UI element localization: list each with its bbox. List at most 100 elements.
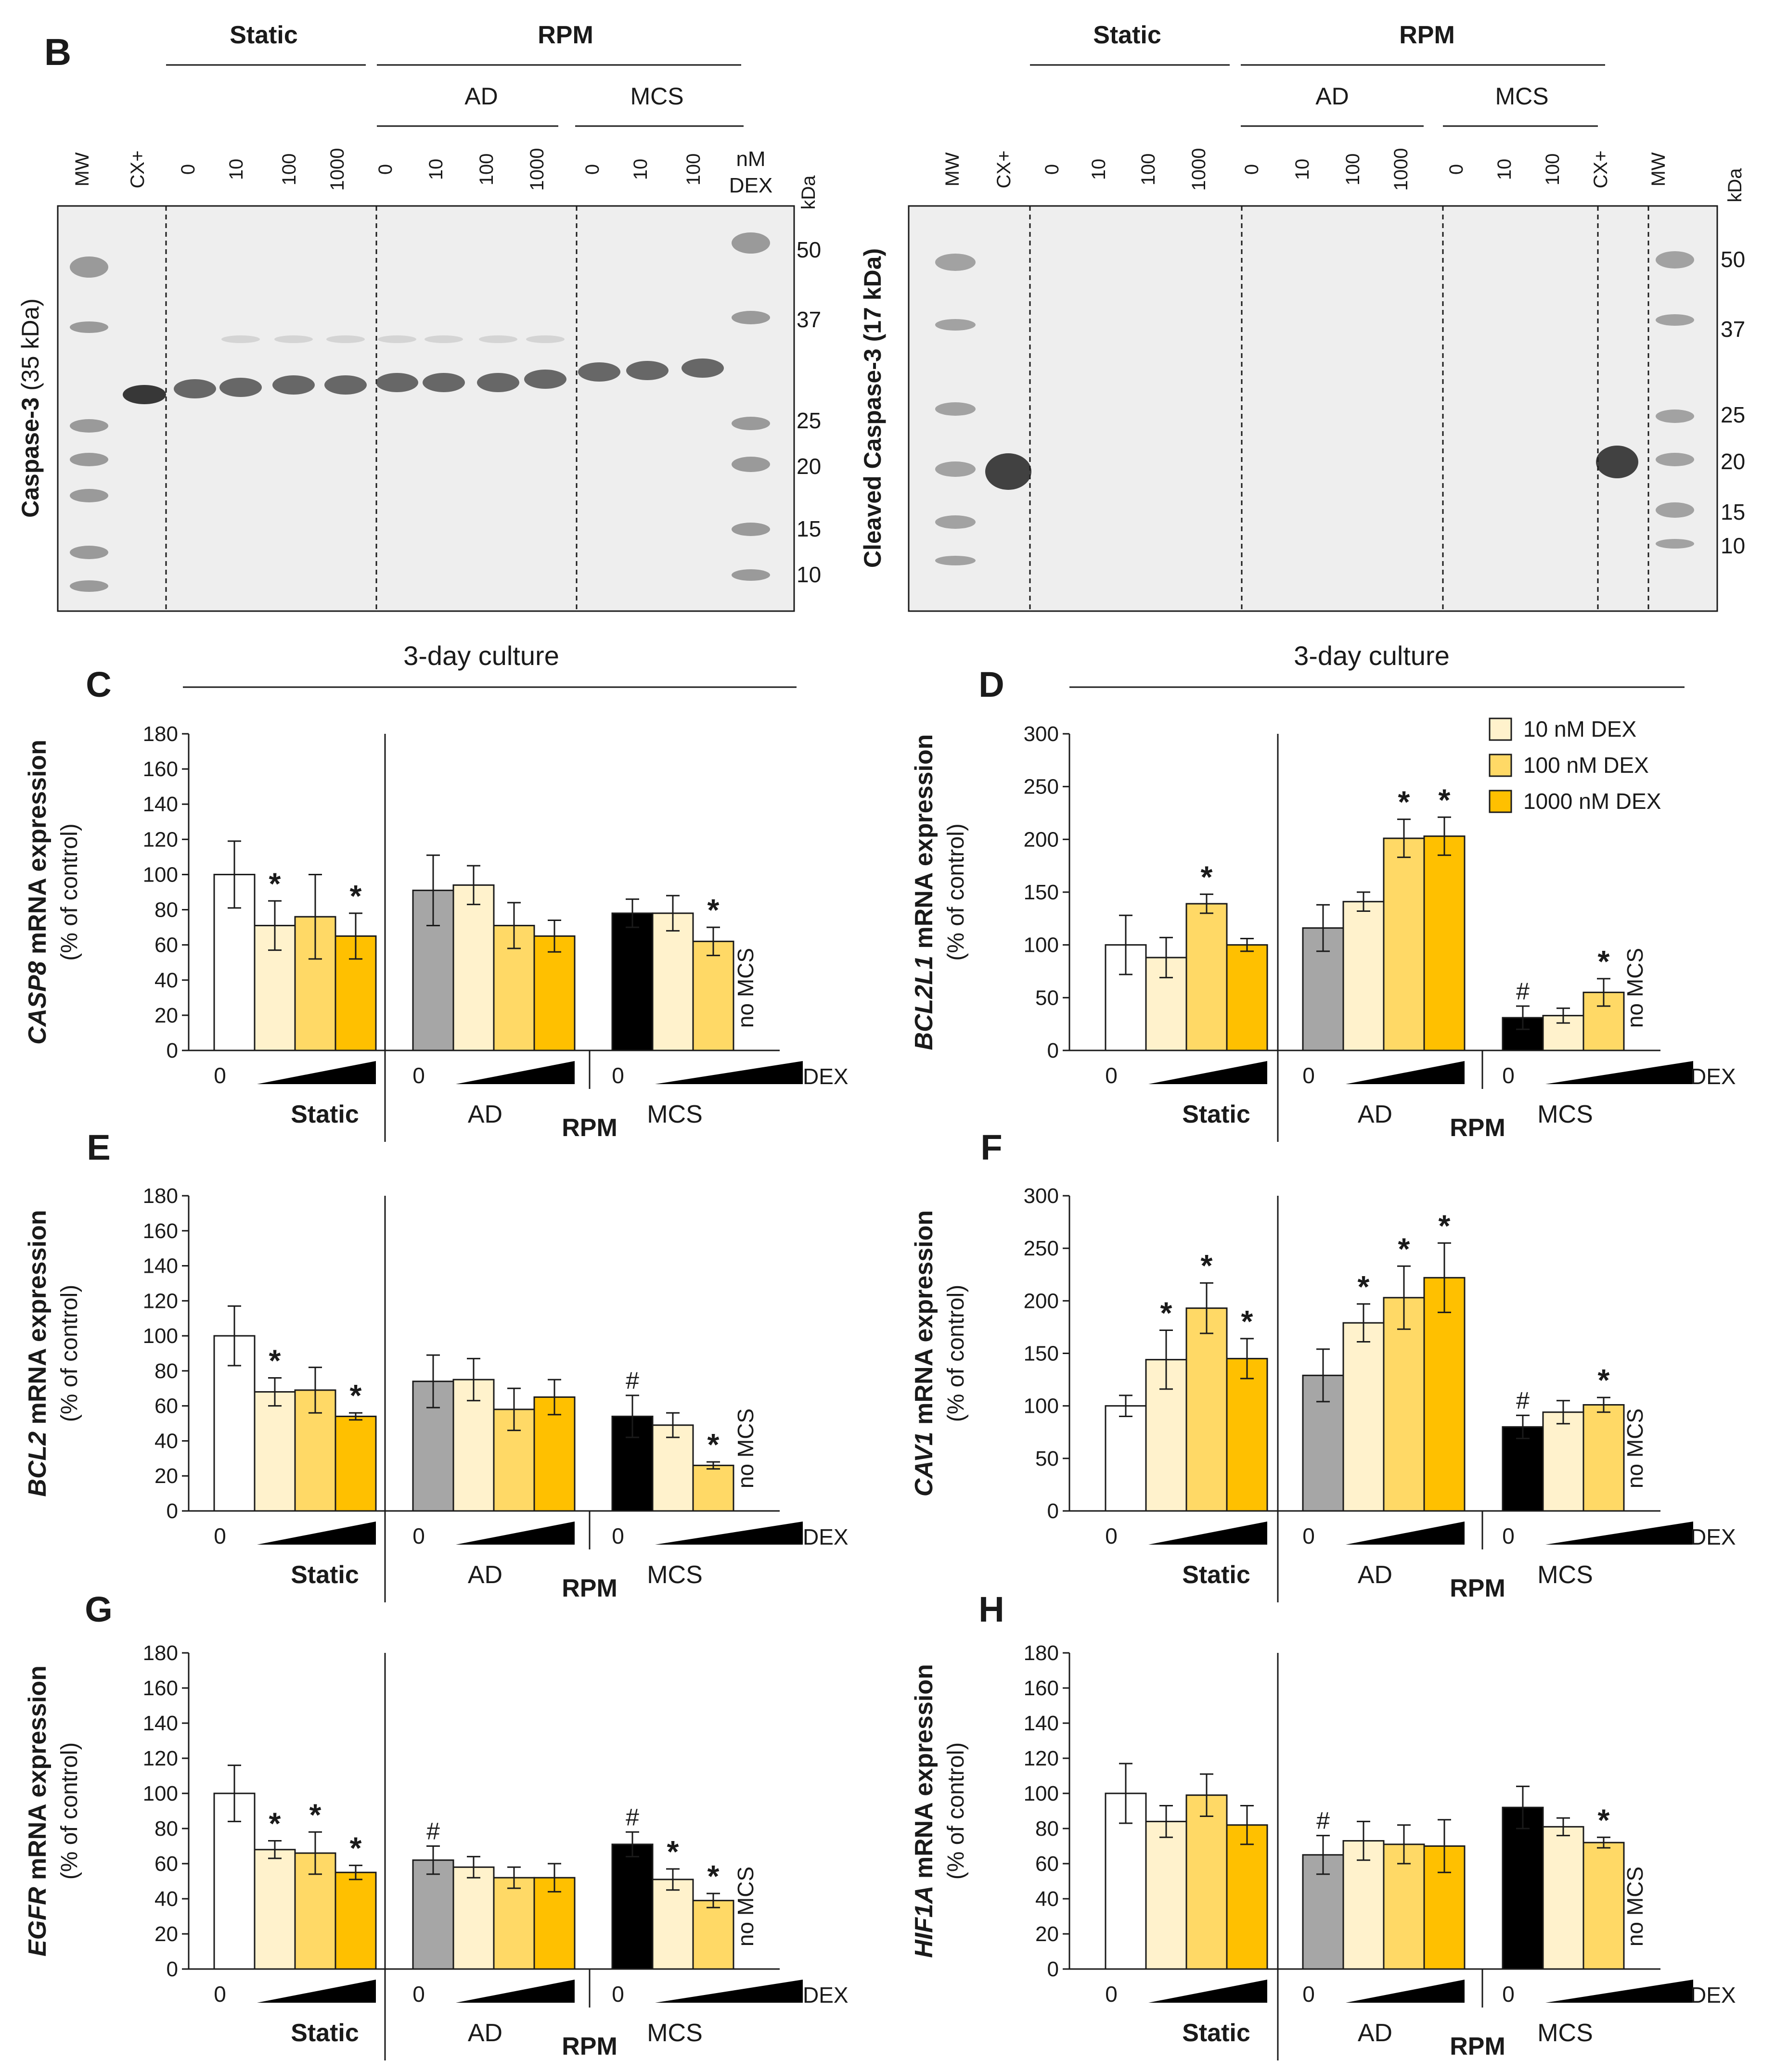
y-axis-sublabel: (% of control) bbox=[943, 1742, 969, 1880]
y-tick-label: 100 bbox=[1024, 934, 1059, 957]
lane-label: 100 bbox=[279, 153, 300, 186]
bar bbox=[1582, 1404, 1625, 1512]
protein-band bbox=[174, 379, 216, 398]
y-tick-label: 180 bbox=[143, 1184, 178, 1208]
group-label-mcs: MCS bbox=[647, 1100, 703, 1128]
no-mcs-label: no MCS bbox=[1622, 948, 1647, 1028]
bar bbox=[1502, 1426, 1544, 1512]
panel-label: H bbox=[978, 1589, 1004, 1629]
group-label-ad: AD bbox=[1358, 2019, 1392, 2047]
condition-static: Static bbox=[230, 21, 298, 49]
condition-mcs: MCS bbox=[1495, 83, 1548, 110]
no-mcs-label: no MCS bbox=[1622, 1867, 1647, 1946]
dose-zero-label: 0 bbox=[1502, 1982, 1515, 2007]
y-tick-label: 120 bbox=[143, 828, 178, 851]
dose-zero-label: 0 bbox=[214, 1982, 226, 2007]
protein-band bbox=[272, 375, 315, 395]
y-axis-label-rest: mRNA expression bbox=[910, 1664, 938, 1885]
y-tick-label: 150 bbox=[1024, 881, 1059, 904]
dose-zero-label: 0 bbox=[1105, 1063, 1118, 1088]
condition-static: Static bbox=[1093, 21, 1161, 49]
y-axis-label: BCL2 mRNA expression bbox=[24, 1210, 51, 1496]
dose-ramp bbox=[257, 1522, 376, 1545]
significance-star: * bbox=[1598, 944, 1610, 979]
group-label-static: Static bbox=[1182, 2019, 1250, 2047]
panel-label: G bbox=[85, 1589, 113, 1629]
significance-star: * bbox=[1358, 1269, 1370, 1304]
protein-band bbox=[682, 358, 724, 378]
group-label-rpm: RPM bbox=[562, 2033, 617, 2060]
group-label-ad: AD bbox=[468, 1561, 502, 1589]
dose-zero-label: 0 bbox=[1302, 1982, 1315, 2007]
lane-label: 0 bbox=[178, 164, 199, 175]
protein-band bbox=[578, 362, 620, 382]
kda-marker-label: 15 bbox=[797, 516, 821, 541]
y-axis-label-rest: mRNA expression bbox=[24, 1665, 51, 1887]
unit-dex: DEX bbox=[729, 174, 772, 197]
group-label-static: Static bbox=[291, 1561, 359, 1589]
significance-star: * bbox=[1398, 1231, 1410, 1266]
protein-band bbox=[477, 373, 519, 392]
lane-label: 10 bbox=[425, 159, 447, 180]
blot-ylabel-protein: Caspase-3 bbox=[17, 397, 44, 518]
lane-label: CX+ bbox=[993, 151, 1015, 189]
dose-ramp bbox=[1148, 1061, 1267, 1084]
lane-label: 0 bbox=[1241, 164, 1262, 175]
y-tick-label: 40 bbox=[154, 1887, 178, 1911]
lane-label: 100 bbox=[476, 153, 497, 186]
lane-label: 0 bbox=[375, 164, 396, 175]
no-mcs-label: no MCS bbox=[733, 948, 758, 1028]
protein-band bbox=[324, 375, 367, 395]
bar bbox=[533, 935, 576, 1051]
gene-name: HIF1A bbox=[910, 1886, 938, 1958]
kda-marker-label: 10 bbox=[797, 562, 821, 587]
significance-star: * bbox=[269, 866, 281, 901]
dose-ramp bbox=[655, 1980, 803, 2003]
y-tick-label: 140 bbox=[143, 793, 178, 816]
y-tick-label: 80 bbox=[154, 898, 178, 922]
y-axis-sublabel: (% of control) bbox=[57, 1742, 82, 1880]
blot-ylabel: Caspase-3 (35 kDa) bbox=[17, 298, 44, 518]
y-tick-label: 200 bbox=[1024, 1289, 1059, 1313]
legend: 10 nM DEX 100 nM DEX 1000 nM DEX bbox=[1489, 716, 1661, 814]
dose-ramp bbox=[1346, 1980, 1465, 2003]
significance-hash: # bbox=[626, 1367, 639, 1394]
panel-label: D bbox=[978, 665, 1004, 704]
y-tick-label: 160 bbox=[1024, 1676, 1059, 1700]
group-label-static: Static bbox=[291, 2019, 359, 2047]
y-tick-label: 80 bbox=[1035, 1817, 1059, 1841]
bar bbox=[611, 912, 654, 1051]
bar bbox=[1185, 1794, 1228, 1970]
dose-zero-label: 0 bbox=[1105, 1982, 1118, 2007]
gene-name: CASP8 bbox=[24, 961, 51, 1044]
condition-ad: AD bbox=[464, 83, 498, 110]
y-axis-label-rest: mRNA expression bbox=[910, 1210, 938, 1432]
legend-label: 100 nM DEX bbox=[1523, 753, 1649, 778]
y-tick-label: 250 bbox=[1024, 775, 1059, 799]
dose-ramp bbox=[456, 1980, 575, 2003]
y-tick-label: 100 bbox=[1024, 1782, 1059, 1805]
y-tick-label: 300 bbox=[1024, 1184, 1059, 1208]
dose-zero-label: 0 bbox=[1502, 1523, 1515, 1548]
group-label-rpm: RPM bbox=[562, 1574, 617, 1602]
protein-band bbox=[524, 370, 566, 389]
dose-ramp bbox=[1148, 1980, 1267, 2003]
protein-band bbox=[423, 373, 465, 392]
lane-label: 1000 bbox=[1188, 148, 1209, 191]
lane-label: MW bbox=[942, 152, 963, 186]
dose-ramp bbox=[1346, 1522, 1465, 1545]
significance-star: * bbox=[1439, 1208, 1451, 1243]
gene-name: BCL2L1 bbox=[910, 956, 938, 1050]
y-axis-sublabel: (% of control) bbox=[57, 823, 82, 960]
y-tick-label: 20 bbox=[1035, 1922, 1059, 1946]
group-label-ad: AD bbox=[1358, 1561, 1392, 1589]
gene-name: BCL2 bbox=[24, 1432, 51, 1497]
y-tick-label: 0 bbox=[1047, 1957, 1059, 1981]
unit-nm: nM bbox=[736, 147, 765, 171]
condition-mcs: MCS bbox=[630, 83, 683, 110]
y-tick-label: 60 bbox=[154, 934, 178, 957]
y-tick-label: 0 bbox=[167, 1039, 178, 1062]
protein-band bbox=[935, 515, 976, 529]
chart-cav1: F 0 50 100 150 200 250 300 CAV1 mRNA expression(… bbox=[910, 1127, 1736, 1602]
